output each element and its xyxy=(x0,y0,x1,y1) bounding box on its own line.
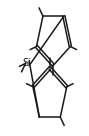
Text: Si: Si xyxy=(23,58,32,68)
